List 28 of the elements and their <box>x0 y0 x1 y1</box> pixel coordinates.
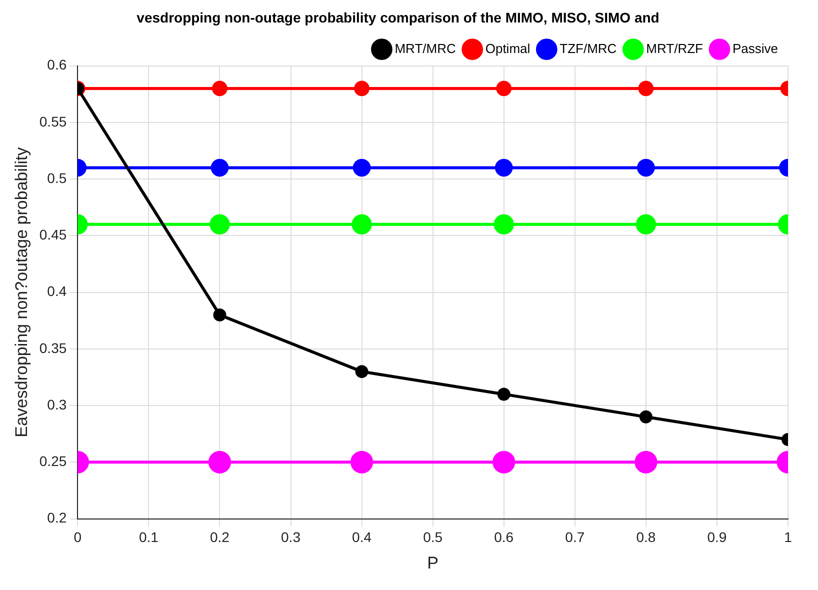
y-tick-label: 0.35 <box>39 340 67 356</box>
y-tick-label: 0.5 <box>47 170 67 186</box>
chart-title: vesdropping non-outage probability comparison of the MIMO, MISO, SIMO and <box>136 9 660 26</box>
x-tick-label: 0.7 <box>565 529 585 546</box>
x-tick-label: 0.6 <box>494 529 514 546</box>
x-tick-label: 0 <box>74 529 82 546</box>
y-tick-label: 0.4 <box>47 283 67 300</box>
y-axis-title: Eavesdropping non?outage probability <box>12 146 31 438</box>
x-tick-label: 0.2 <box>210 529 230 546</box>
x-tick-label: 0.9 <box>707 529 727 546</box>
x-tick-label: 0.1 <box>138 529 159 546</box>
legend-label: TZF/MRC <box>560 40 617 56</box>
y-tick-label: 0.2 <box>47 510 67 526</box>
legend-label: MRT/MRC <box>394 40 456 56</box>
x-tick-label: 0.4 <box>352 529 372 546</box>
y-tick-label: 0.6 <box>47 56 67 73</box>
y-tick-label: 0.25 <box>39 453 67 470</box>
y-tick-label: 0.3 <box>47 396 67 412</box>
y-tick-label: 0.55 <box>39 113 67 130</box>
x-tick-label: 0.5 <box>423 529 443 546</box>
y-tick-label: 0.45 <box>39 226 67 243</box>
legend-label: Optimal <box>485 40 530 56</box>
x-tick-label: 1 <box>784 529 792 546</box>
x-axis-title: P <box>427 553 438 572</box>
x-tick-label: 0.8 <box>636 529 656 546</box>
legend-label: MRT/RZF <box>646 40 704 56</box>
legend-label: Passive <box>732 40 778 56</box>
x-tick-label: 0.3 <box>281 529 301 546</box>
